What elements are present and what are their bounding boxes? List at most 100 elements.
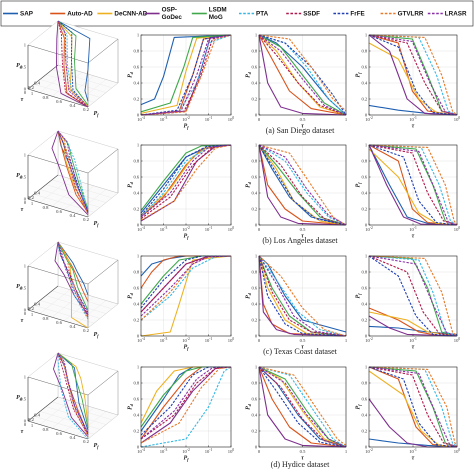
y-tick-label: 0 [255,113,258,118]
y-tick-label: 0.8 [133,159,139,164]
x-axis-label: τ [412,234,415,240]
legend-entry-gtvlrr[interactable]: GTVLRR [380,11,424,18]
series-3d-lsdm-mog [57,20,89,106]
x-tick-label: 10-1 [409,226,417,232]
floor-gridline [45,295,107,314]
legend-entry-osp-godec[interactable]: OSP-GoDec [144,7,183,21]
series-ssdf [258,255,347,337]
legend-entry-frfe[interactable]: FrFE [333,11,365,18]
z-axis-label: Pd [16,395,23,402]
x-tick-label: 1 [31,201,34,206]
y-tick-label: 0.6 [251,175,257,180]
y-tick-label: 0 [24,90,27,95]
legend-label: LSDM [209,7,227,14]
y-tick-label: 0.8 [361,159,367,164]
series-frfe [368,255,458,337]
x-tick-label: 1 [345,117,348,122]
legend-label: MoG [209,14,223,21]
y-tick-label: 0 [137,223,140,228]
series-lrasr [258,34,347,116]
y-tick-label: 0.6 [133,286,139,291]
x-axis-label: τ [412,345,415,351]
y-tick-label: 0.2 [361,429,367,434]
y-tick-label: 0.4 [34,80,40,85]
floor-gridline [51,179,113,198]
y-tick-label: 0.8 [251,159,257,164]
y-tick-label: 1 [365,143,368,148]
legend-label: LRASR [445,11,467,18]
series-ssdf [258,366,347,448]
y-tick-label: 1 [137,33,140,38]
plot-2-2: 0 0.5 1 0 0.2 0.4 0.6 0.8 1 τ Pd [246,254,348,351]
legend-entry-decnn-ad[interactable]: DeCNN-AD [97,11,148,18]
y-axis-label: Pd [246,403,253,410]
x-axis-label: Pf [183,124,189,131]
y-tick-label: 0.2 [28,195,34,200]
x-tick-label: 10-1 [409,116,417,122]
floor-gridline [63,407,95,432]
floor-gridline [51,290,113,309]
y-tick-label: 1 [365,33,368,38]
plot-2-3: 10-2 10-1 100 0 0.2 0.4 0.6 0.8 1 τ Pf [356,254,461,351]
series-lrasr [140,34,232,116]
y-tick-label: 0 [365,113,368,118]
z-tick-label: 1 [24,264,27,269]
floor-gridline [51,72,83,97]
y-tick-label: 0.2 [133,318,139,323]
y-axis [27,285,59,311]
plot-1-2: 0 0.5 1 0 0.2 0.4 0.6 0.8 1 τ Pd [246,143,348,240]
y-tick-label: 0.8 [251,49,257,54]
y-tick-label: 0 [137,445,140,450]
y-tick-label: 0 [255,223,258,228]
legend-label: Auto-AD [67,11,93,18]
series-3d-auto-ad [57,130,89,213]
series-3d-osp-godec [56,20,89,108]
series-3d-pta [57,130,89,213]
y-tick-label: 1 [137,254,140,259]
y-tick-label: 0.8 [251,381,257,386]
series-lrasr [368,366,458,448]
x-tick-label: 10-2 [182,226,190,232]
floor-gridline [39,189,101,208]
series-lsdm-mog [368,366,458,448]
legend-entry-ssdf[interactable]: SSDF [286,11,320,18]
z-tick-label: 0.5 [20,286,26,291]
x-tick-label: 0.4 [70,213,76,218]
legend-label: PTA [256,11,269,18]
y-tick-label: 0.4 [251,81,257,86]
x-tick-label: 0 [258,338,261,343]
y-axis-label: Pd [128,71,135,78]
legend-entry-auto-ad[interactable]: Auto-AD [50,11,93,18]
series-decnn-ad [258,366,347,448]
x-tick-label: 10-2 [182,116,190,122]
legend-label: GoDec [162,14,183,21]
legend-entry-sap[interactable]: SAP [3,11,33,18]
y-axis [27,396,59,422]
y-tick-label: 1 [255,254,258,259]
y-tick-label: 1 [255,143,258,148]
legend-entry-pta[interactable]: PTA [239,11,269,18]
y-axis-label: Pf [356,182,363,188]
plot-3-2: 0 0.5 1 0 0.2 0.4 0.6 0.8 1 τ Pd [246,365,348,462]
y-axis-label: τ [21,97,24,103]
x-tick-label: 100 [454,337,461,343]
y-tick-label: 0 [24,200,27,205]
x-tick-label: 0.5 [300,117,306,122]
y-tick-label: 0 [365,223,368,228]
legend-entry-lrasr[interactable]: LRASR [427,11,467,18]
series-auto-ad [258,144,347,226]
y-tick-label: 1 [365,254,368,259]
y-tick-label: 0.2 [251,207,257,212]
y-tick-label: 0.8 [361,270,367,275]
y-tick-label: 0.2 [28,417,34,422]
series-gtvlrr [258,366,347,446]
series-gtvlrr [368,255,458,337]
z-tick-label: 0 [24,197,27,202]
series-osp-godec [258,144,347,226]
x-axis-label: Pf [93,221,99,228]
z-tick-label: 0 [24,308,27,313]
y-tick-label: 0.8 [133,49,139,54]
